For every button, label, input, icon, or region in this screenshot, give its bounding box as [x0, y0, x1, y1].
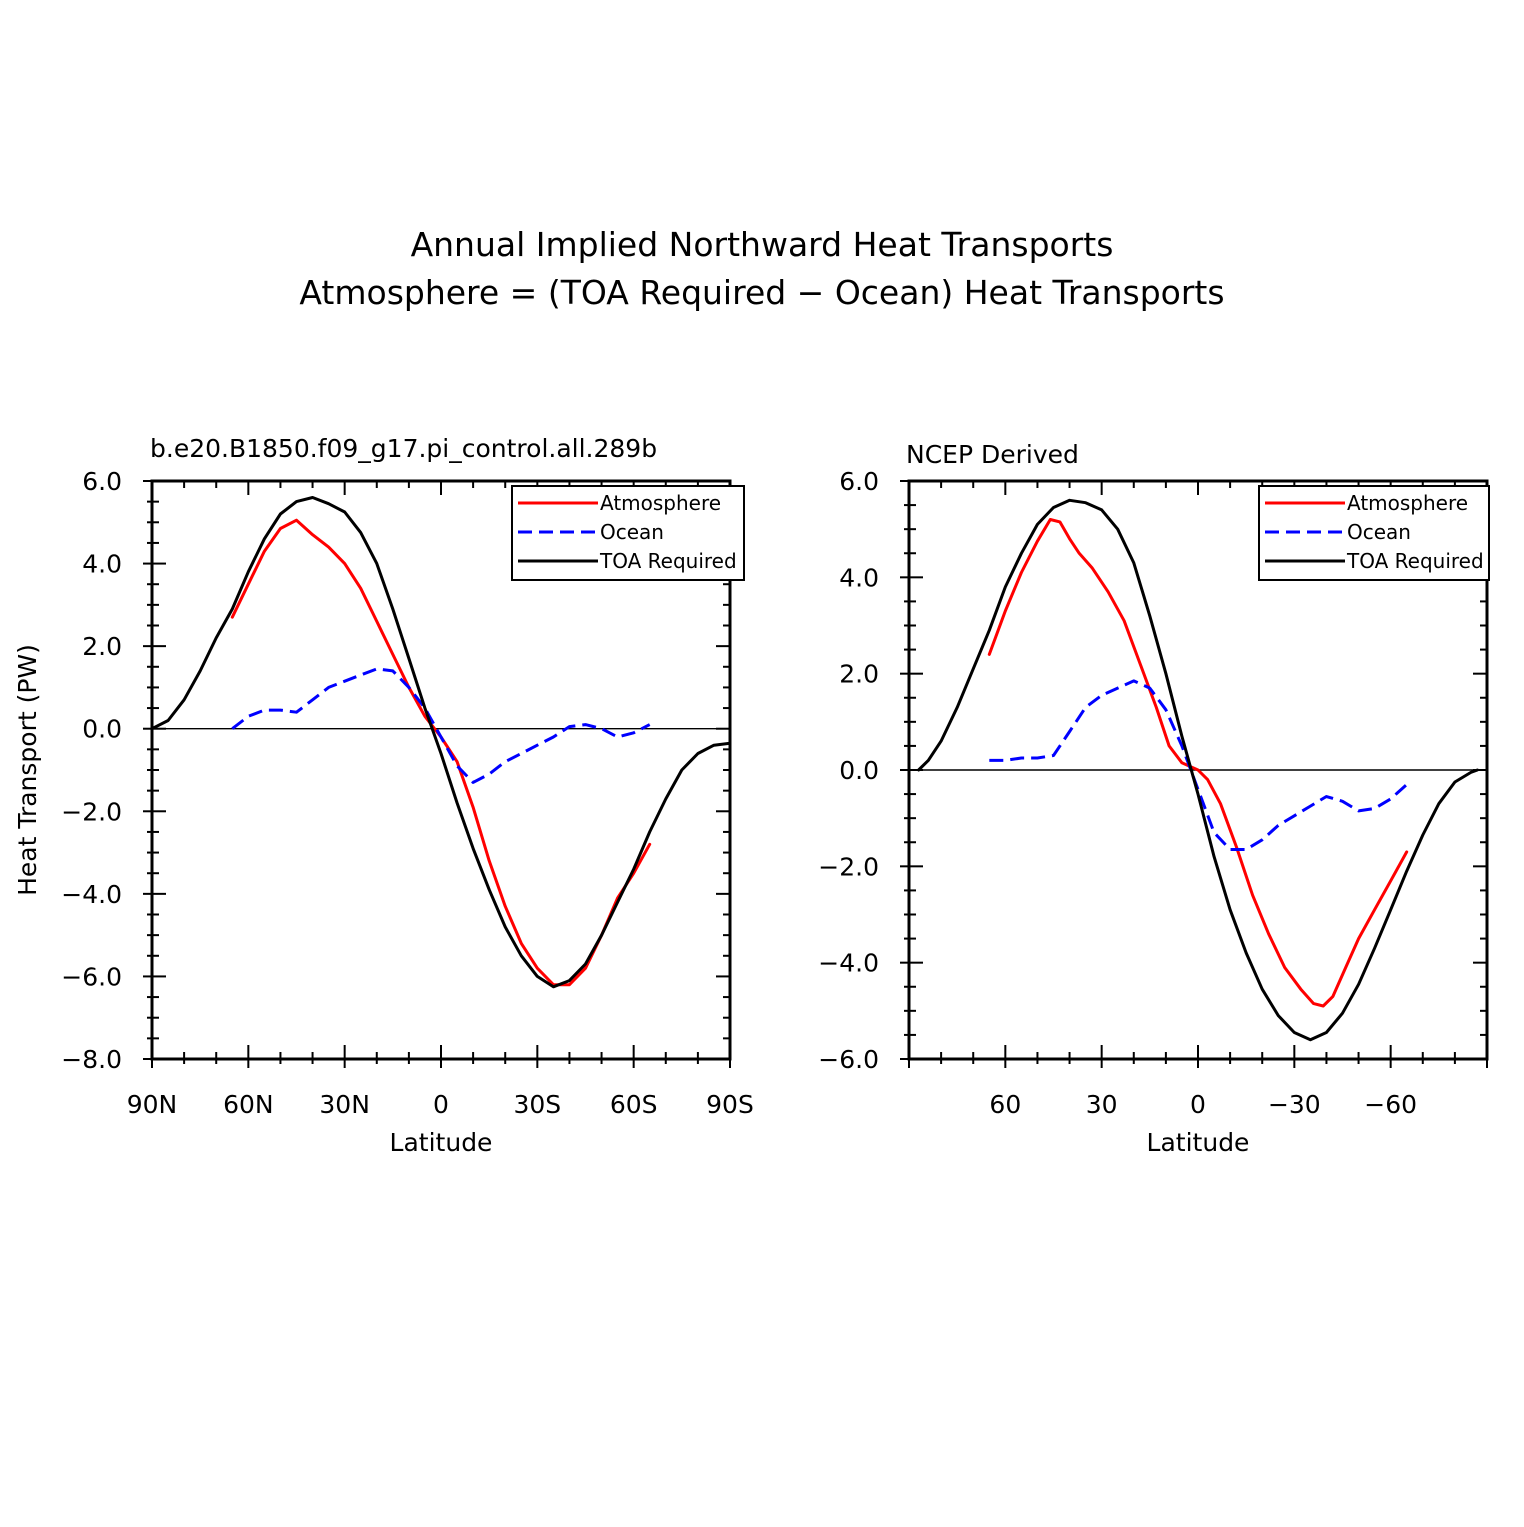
x-tick-label-right: −60	[1364, 1090, 1417, 1119]
y-tick-label-left: −4.0	[61, 880, 122, 909]
y-tick-label-left: −2.0	[61, 797, 122, 826]
panel-right-xlabel: Latitude	[1147, 1128, 1250, 1157]
x-tick-label-right: 0	[1190, 1090, 1206, 1119]
panel-left-xlabel: Latitude	[390, 1128, 493, 1157]
y-tick-label-right: 0.0	[839, 756, 879, 785]
x-tick-label-left: 30S	[513, 1090, 561, 1119]
y-tick-label-left: −6.0	[61, 962, 122, 991]
y-tick-label-left: 6.0	[82, 467, 122, 496]
x-tick-label-right: −30	[1268, 1090, 1321, 1119]
legend-label-right: TOA Required	[1346, 549, 1484, 573]
y-tick-label-right: −4.0	[818, 949, 879, 978]
panel-right-title: NCEP Derived	[906, 440, 1079, 469]
legend-label-left: Ocean	[600, 520, 664, 544]
y-tick-label-right: 4.0	[839, 563, 879, 592]
legend-right: Atmosphere Ocean TOA Required	[1258, 485, 1490, 581]
legend-label-left: Atmosphere	[600, 491, 721, 515]
panel-right-chart: NCEP Derived Latitude 6.0 4.0 2.0 0.0 −2.0 −4…	[818, 440, 1490, 1157]
y-tick-label-left: 4.0	[82, 550, 122, 579]
y-tick-label-right: 2.0	[839, 660, 879, 689]
y-tick-label-left: −8.0	[61, 1045, 122, 1074]
x-tick-label-left: 0	[433, 1090, 449, 1119]
y-tick-label-right: 6.0	[839, 467, 879, 496]
y-tick-label-left: 0.0	[82, 715, 122, 744]
figure-title-line1: Annual Implied Northward Heat Transports	[411, 225, 1114, 264]
x-tick-label-left: 60S	[610, 1090, 658, 1119]
x-tick-label-left: 60N	[223, 1090, 274, 1119]
legend-left: Atmosphere Ocean TOA Required	[511, 485, 745, 581]
x-tick-label-left: 90S	[706, 1090, 754, 1119]
series-line-left-ocean	[231, 667, 651, 784]
series-line-right-ocean	[989, 679, 1408, 851]
panel-left-ylabel: Heat Transport (PW)	[13, 644, 42, 896]
legend-label-right: Atmosphere	[1347, 491, 1468, 515]
x-tick-label-right: 30	[1086, 1090, 1118, 1119]
series-line-right-atmosphere	[987, 518, 1409, 1008]
x-tick-label-left: 90N	[127, 1090, 178, 1119]
y-tick-label-right: −6.0	[818, 1045, 879, 1074]
legend-label-right: Ocean	[1347, 520, 1411, 544]
figure-title-line2: Atmosphere = (TOA Required − Ocean) Heat…	[299, 273, 1224, 312]
x-tick-label-right: 60	[989, 1090, 1021, 1119]
y-tick-label-left: 2.0	[82, 632, 122, 661]
panel-left-chart: b.e20.B1850.f09_g17.pi_control.all.289b …	[13, 434, 754, 1157]
series-line-left-toa-required	[150, 496, 732, 989]
legend-label-left: TOA Required	[599, 549, 737, 573]
x-tick-label-left: 30N	[319, 1090, 370, 1119]
series-line-right-toa-required	[917, 498, 1479, 1042]
panel-left-title: b.e20.B1850.f09_g17.pi_control.all.289b	[150, 434, 657, 463]
y-tick-label-right: −2.0	[818, 852, 879, 881]
